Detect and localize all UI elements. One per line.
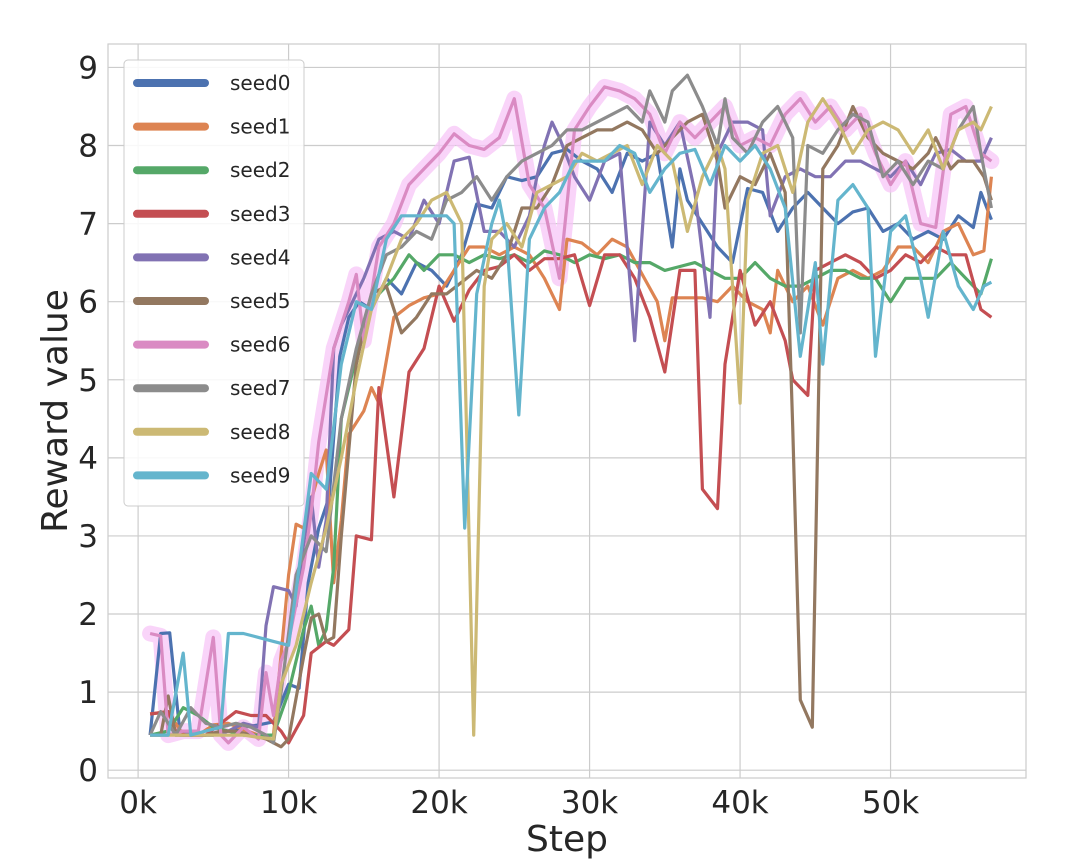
series-line-seed7 [148,73,993,745]
y-tick-label: 3 [78,519,98,555]
series-line-seed8 [150,97,993,741]
y-tick-label: 7 [78,207,98,243]
y-tick-label: 2 [78,597,98,633]
x-tick-label: 50k [862,785,919,821]
series-line-seed1 [149,176,993,737]
x-tick-label: 20k [410,785,467,821]
x-axis-ticks: 0k 10k 20k 30k 40k 50k [119,785,919,821]
series-line-seed6 [149,85,993,745]
x-tick-label: 30k [561,785,618,821]
y-tick-label: 6 [78,285,98,321]
legend-label-seed4: seed4 [230,245,290,269]
legend-label-seed3: seed3 [230,202,290,226]
y-tick-label: 5 [78,363,98,399]
y-tick-label: 4 [78,441,98,477]
legend-label-seed2: seed2 [230,158,290,182]
y-tick-label: 0 [78,753,98,789]
series-line-seed3 [149,245,993,745]
y-tick-label: 1 [78,675,98,711]
series-line-seed2 [149,249,993,737]
legend: seed0 seed1 seed2 seed3 seed4 seed5 seed6 seed7… [123,59,305,507]
legend-label-seed8: seed8 [230,420,290,444]
x-tick-label: 40k [711,785,768,821]
legend-label-seed6: seed6 [230,333,290,357]
legend-label-seed0: seed0 [230,71,290,95]
x-tick-label: 10k [260,785,317,821]
y-axis-ticks: 0 1 2 3 4 5 6 7 8 9 [78,50,98,789]
y-tick-label: 9 [78,50,98,86]
series-lines [142,73,1000,751]
y-tick-label: 8 [78,129,98,165]
legend-label-seed1: seed1 [230,115,290,139]
x-tick-label: 0k [119,785,157,821]
series-line-seed9 [150,143,993,737]
legend-label-seed9: seed9 [230,463,290,487]
legend-label-seed7: seed7 [230,376,290,400]
x-axis-title: Step [526,819,608,860]
legend-label-seed5: seed5 [230,289,290,313]
y-axis-title: Reward value [35,289,76,533]
